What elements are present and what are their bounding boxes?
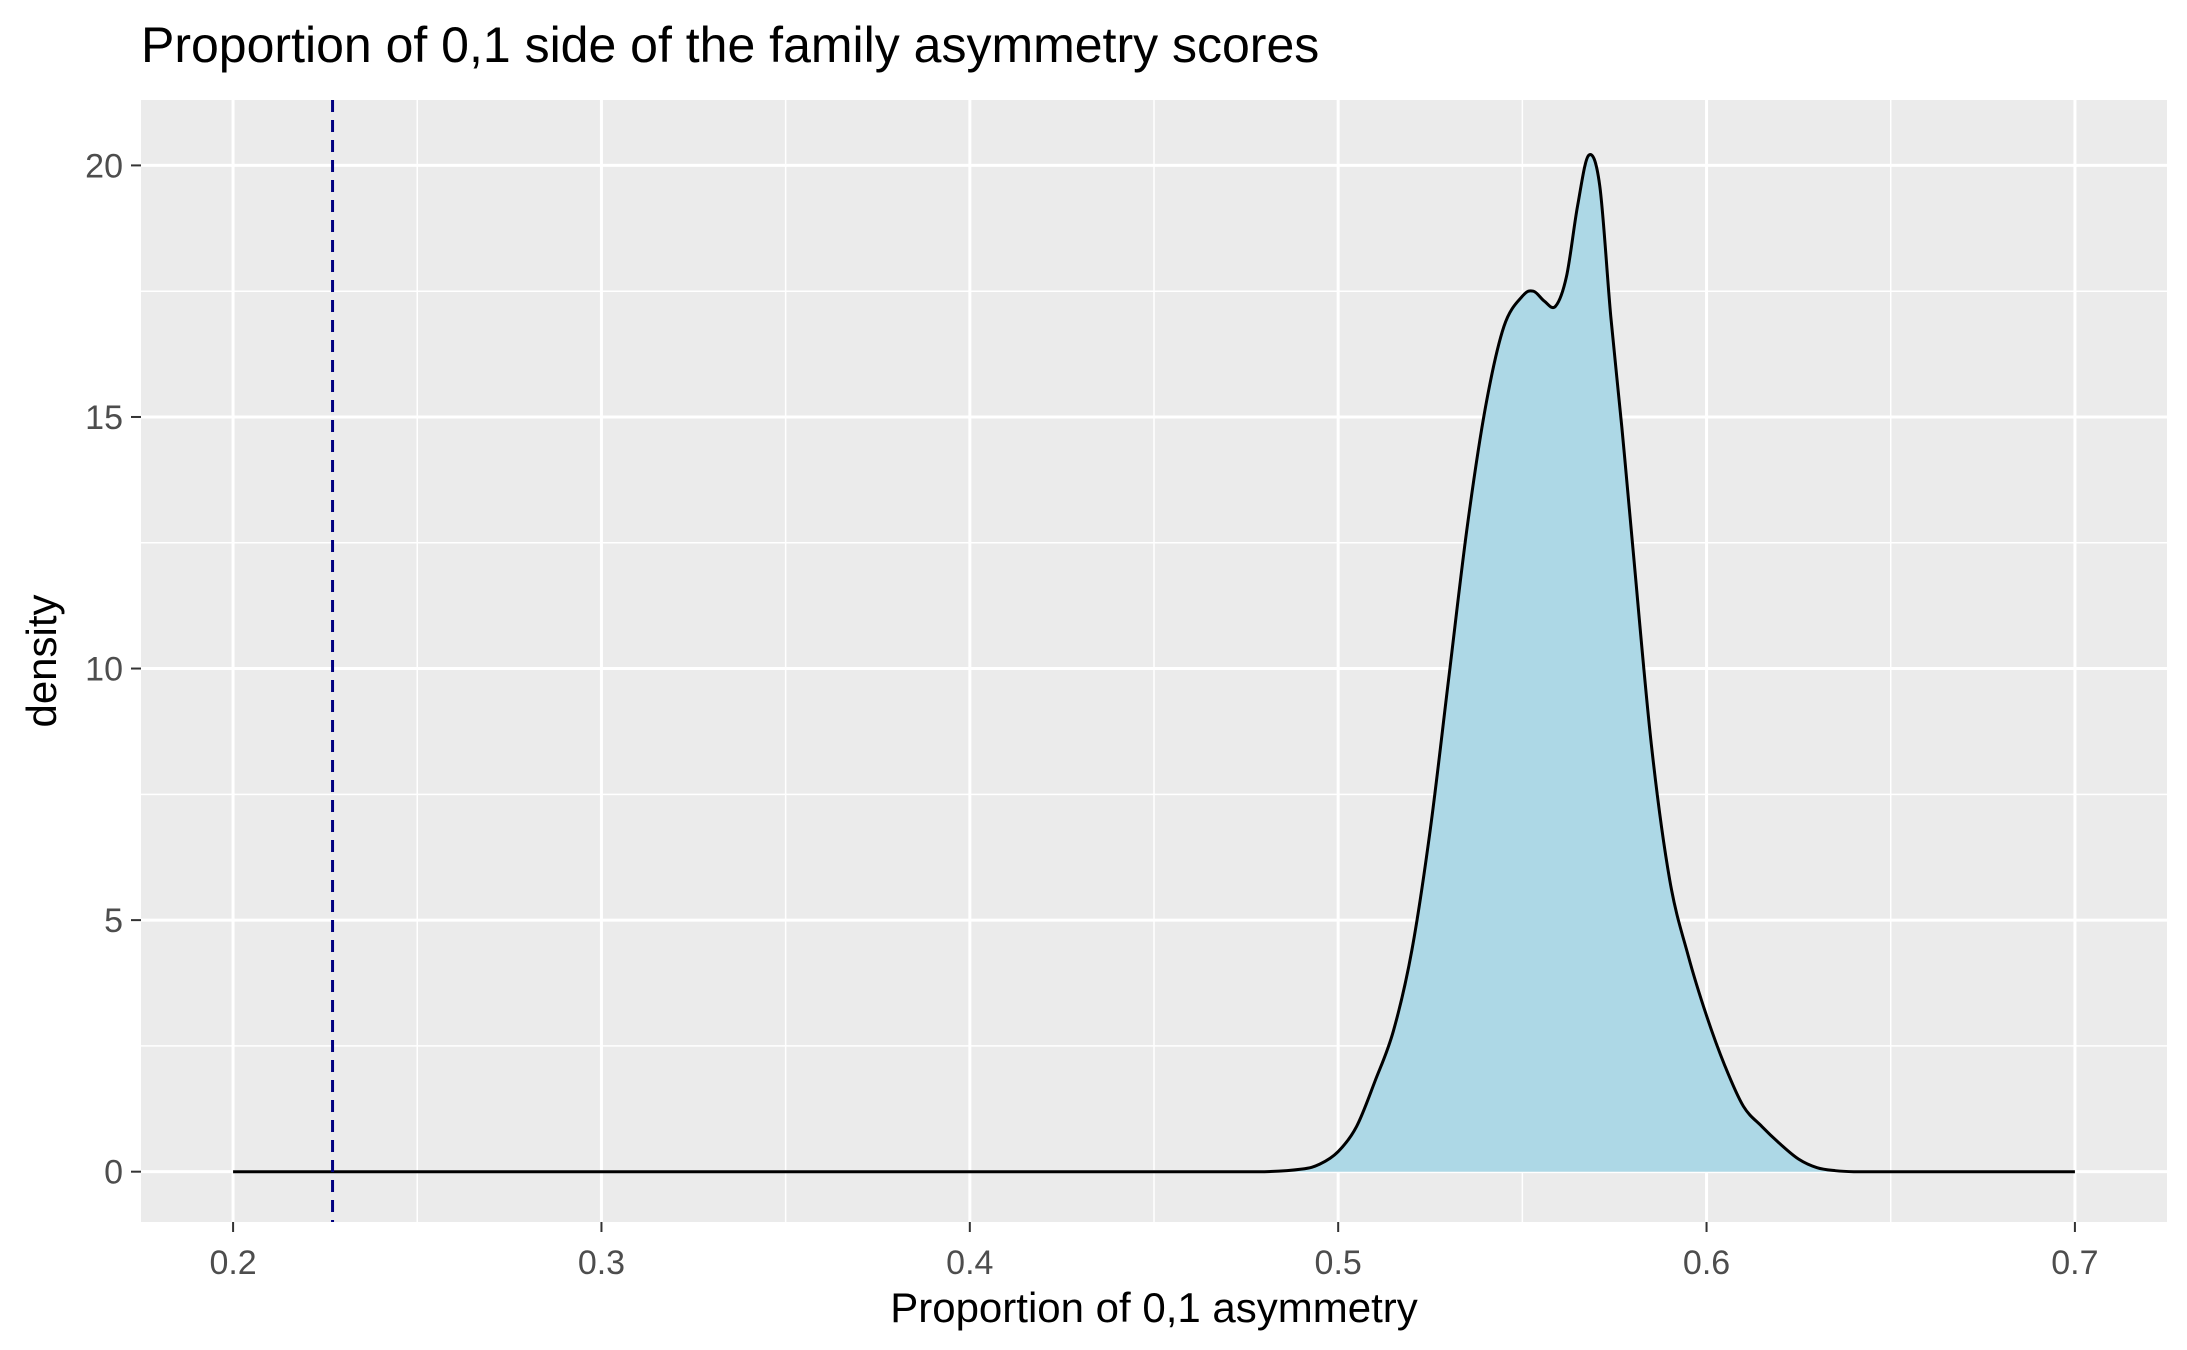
x-tick-label: 0.4 (946, 1244, 993, 1282)
y-tick-label: 15 (85, 399, 123, 437)
y-axis-ticks: 0 5 10 15 20 (85, 147, 141, 1192)
y-tick-label: 0 (104, 1154, 123, 1192)
density-area (233, 154, 2075, 1172)
x-tick-label: 0.2 (209, 1244, 256, 1282)
x-axis-title: Proportion of 0,1 asymmetry (890, 1284, 1418, 1331)
x-tick-label: 0.5 (1315, 1244, 1362, 1282)
y-axis-title: density (18, 594, 65, 727)
y-tick-label: 5 (104, 902, 123, 940)
y-tick-label: 20 (85, 147, 123, 185)
x-tick-label: 0.7 (2051, 1244, 2098, 1282)
density-curve (233, 153, 2075, 1174)
x-tick-label: 0.6 (1683, 1244, 1730, 1282)
y-tick-label: 10 (85, 651, 123, 689)
chart-title: Proportion of 0,1 side of the family asy… (141, 17, 1319, 73)
x-axis-ticks: 0.2 0.3 0.4 0.5 0.6 0.7 (209, 1222, 2099, 1282)
x-tick-label: 0.3 (578, 1244, 625, 1282)
minor-gridlines (141, 100, 2167, 1222)
